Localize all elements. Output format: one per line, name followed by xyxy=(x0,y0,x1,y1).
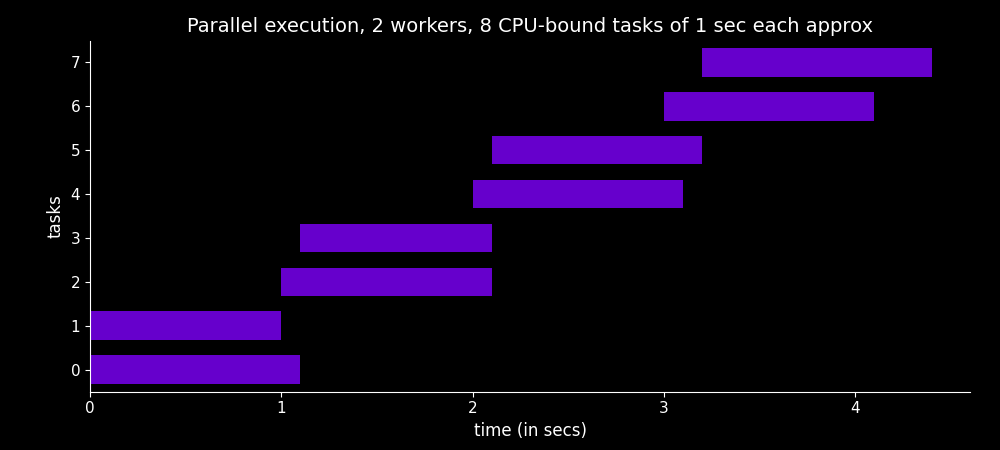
Bar xyxy=(702,48,932,76)
Bar xyxy=(90,311,281,340)
Bar xyxy=(492,136,702,164)
Bar xyxy=(473,180,683,208)
Bar xyxy=(300,224,492,252)
Bar xyxy=(90,356,300,384)
Bar xyxy=(281,268,492,296)
X-axis label: time (in secs): time (in secs) xyxy=(474,422,586,440)
Title: Parallel execution, 2 workers, 8 CPU-bound tasks of 1 sec each approx: Parallel execution, 2 workers, 8 CPU-bou… xyxy=(187,17,873,36)
Y-axis label: tasks: tasks xyxy=(47,194,65,238)
Bar xyxy=(664,92,874,121)
